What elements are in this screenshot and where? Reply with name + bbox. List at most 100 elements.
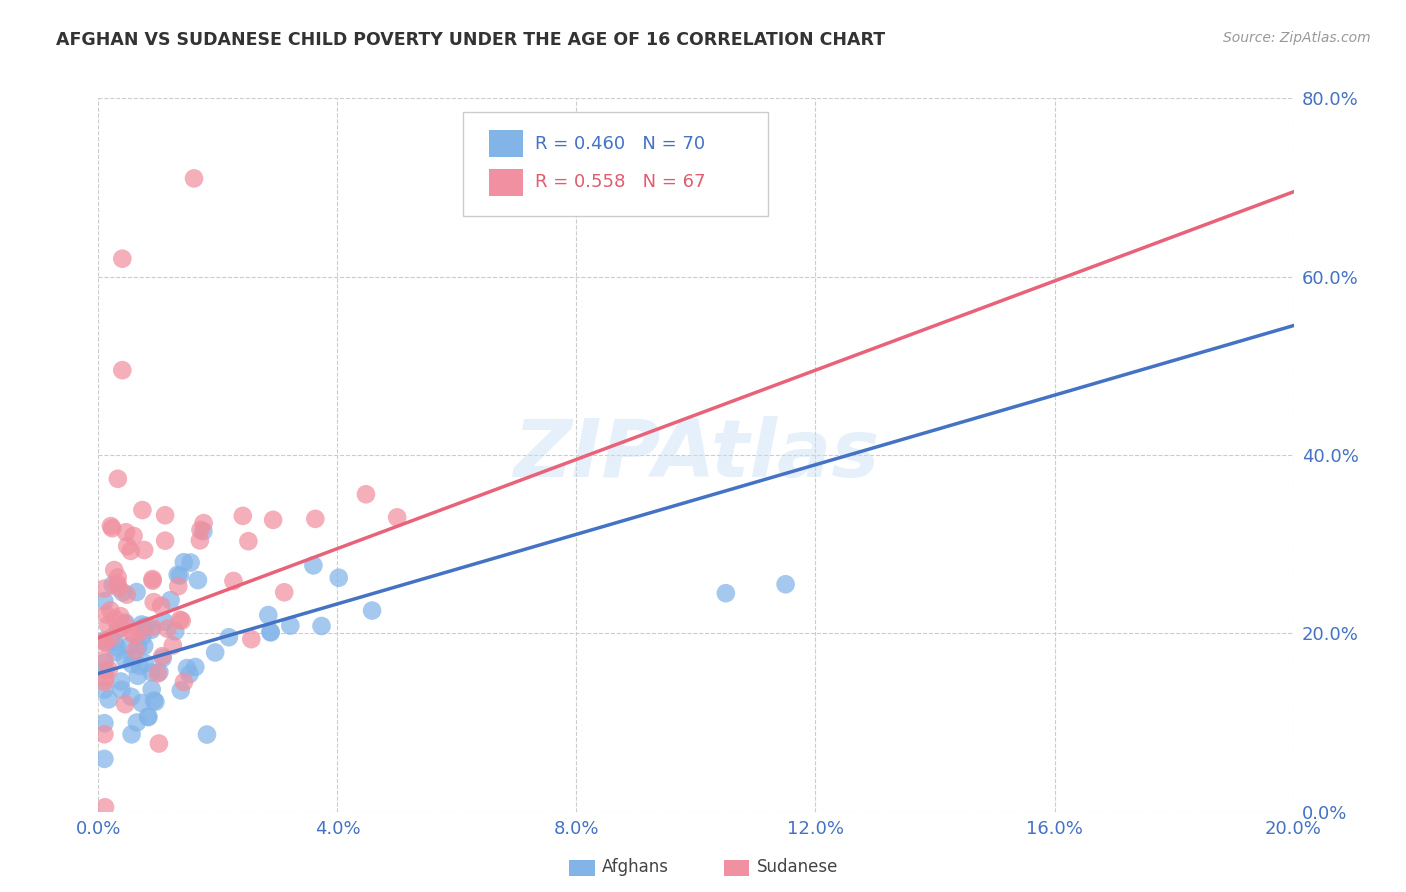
Point xyxy=(94,671,117,685)
Point xyxy=(165,624,187,639)
Point xyxy=(190,523,212,537)
Point xyxy=(354,487,377,501)
Point xyxy=(110,609,132,624)
Point xyxy=(125,715,148,730)
Point xyxy=(131,630,153,644)
Point xyxy=(173,675,195,690)
Point xyxy=(148,737,170,751)
Point xyxy=(115,525,138,540)
Point xyxy=(128,659,150,673)
Point xyxy=(94,607,117,622)
Point xyxy=(101,578,124,592)
Point xyxy=(93,675,115,690)
FancyBboxPatch shape xyxy=(463,112,768,216)
Point xyxy=(93,635,115,649)
Point xyxy=(94,800,117,814)
Text: Sudanese: Sudanese xyxy=(756,858,838,876)
Point xyxy=(115,588,138,602)
Point xyxy=(193,524,215,539)
Point xyxy=(94,663,117,677)
Point xyxy=(162,639,184,653)
Point xyxy=(170,614,193,628)
Point xyxy=(111,585,134,599)
Point xyxy=(218,630,240,644)
Point xyxy=(93,633,115,648)
Point xyxy=(141,620,163,634)
Point xyxy=(183,171,205,186)
Point xyxy=(104,634,127,648)
Point xyxy=(103,563,125,577)
Point xyxy=(110,674,132,689)
Point xyxy=(107,623,129,637)
Point xyxy=(122,628,145,642)
Point xyxy=(118,639,141,653)
Point xyxy=(141,572,163,586)
Point xyxy=(93,682,115,697)
Point xyxy=(93,594,115,608)
Point xyxy=(204,645,226,659)
Point xyxy=(121,727,143,741)
Point xyxy=(104,612,127,626)
Point xyxy=(262,513,284,527)
Point xyxy=(120,625,142,640)
Point xyxy=(120,690,142,704)
Point xyxy=(134,543,156,558)
Point xyxy=(93,656,115,670)
Text: ZIPAtlas: ZIPAtlas xyxy=(513,416,879,494)
Point xyxy=(193,516,215,530)
Point xyxy=(134,639,156,653)
Point xyxy=(97,692,120,706)
Text: R = 0.558   N = 67: R = 0.558 N = 67 xyxy=(534,173,706,191)
Point xyxy=(153,508,176,523)
Point xyxy=(311,619,333,633)
Point xyxy=(142,574,165,588)
Point xyxy=(97,663,120,677)
Point xyxy=(141,682,163,697)
Point xyxy=(129,624,152,639)
Point xyxy=(187,573,209,587)
Point xyxy=(127,669,149,683)
Point xyxy=(110,682,132,697)
Point xyxy=(280,618,302,632)
Point xyxy=(232,508,254,523)
Point xyxy=(111,363,134,377)
Point xyxy=(131,696,153,710)
Point xyxy=(176,661,198,675)
Point xyxy=(141,623,163,637)
Point xyxy=(195,728,218,742)
Point xyxy=(240,632,263,647)
Point xyxy=(184,660,207,674)
Point xyxy=(169,568,191,582)
Text: Afghans: Afghans xyxy=(602,858,669,876)
Point xyxy=(159,593,181,607)
Point xyxy=(273,585,295,599)
Text: R = 0.460   N = 70: R = 0.460 N = 70 xyxy=(534,135,704,153)
Point xyxy=(101,521,124,535)
Point xyxy=(93,652,115,666)
Point xyxy=(156,622,179,636)
Point xyxy=(121,657,143,671)
Point xyxy=(238,534,260,549)
Point xyxy=(110,621,132,635)
Point xyxy=(105,576,128,591)
Point xyxy=(259,624,281,639)
Point xyxy=(127,640,149,654)
Point xyxy=(136,710,159,724)
Point xyxy=(361,603,384,617)
Point xyxy=(775,577,797,591)
Point xyxy=(107,581,129,595)
Point xyxy=(142,595,165,609)
FancyBboxPatch shape xyxy=(489,169,523,196)
Point xyxy=(302,558,325,573)
Point xyxy=(104,645,127,659)
Point xyxy=(166,567,188,582)
Point xyxy=(153,533,176,548)
Point xyxy=(111,252,134,266)
FancyBboxPatch shape xyxy=(489,130,523,157)
Point xyxy=(100,631,122,645)
Point xyxy=(150,599,173,613)
Point xyxy=(152,651,174,665)
Point xyxy=(328,571,350,585)
Point xyxy=(107,472,129,486)
Point xyxy=(135,619,157,633)
